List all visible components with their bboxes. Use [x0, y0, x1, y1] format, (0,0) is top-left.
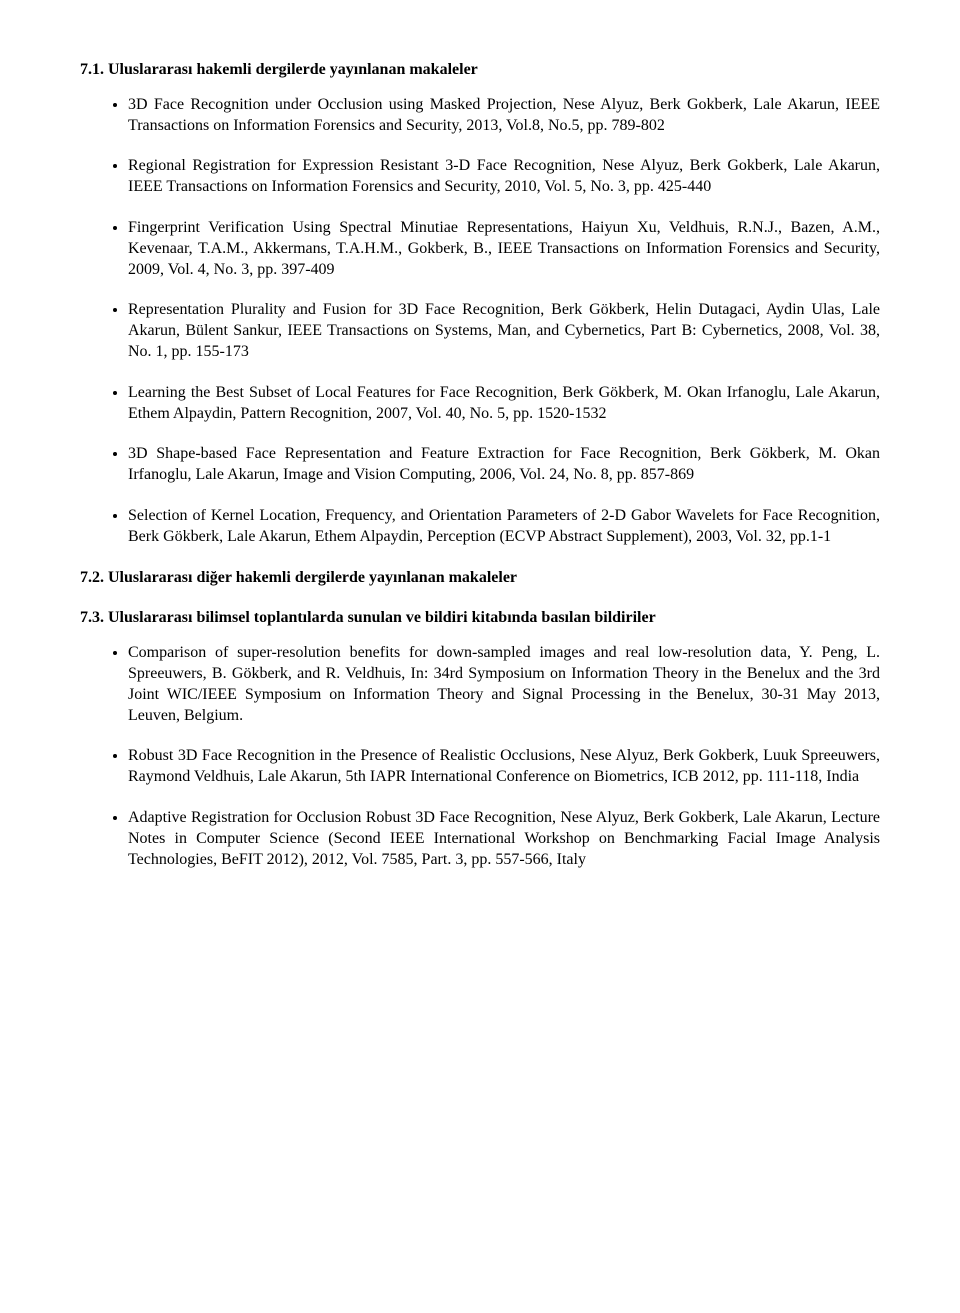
section-73-title: 7.3. Uluslararası bilimsel toplantılarda…: [80, 608, 880, 629]
section-71-title: 7.1. Uluslararası hakemli dergilerde yay…: [80, 60, 880, 81]
section-72-title: 7.2. Uluslararası diğer hakemli dergiler…: [80, 568, 880, 589]
list-item: Fingerprint Verification Using Spectral …: [128, 218, 880, 280]
list-item: Learning the Best Subset of Local Featur…: [128, 383, 880, 425]
list-item: Selection of Kernel Location, Frequency,…: [128, 506, 880, 548]
list-item: 3D Shape-based Face Representation and F…: [128, 444, 880, 486]
section-71-list: 3D Face Recognition under Occlusion usin…: [80, 95, 880, 548]
list-item: Comparison of super-resolution benefits …: [128, 643, 880, 726]
section-73-list: Comparison of super-resolution benefits …: [80, 643, 880, 870]
list-item: Regional Registration for Expression Res…: [128, 156, 880, 198]
list-item: Robust 3D Face Recognition in the Presen…: [128, 746, 880, 788]
list-item: Adaptive Registration for Occlusion Robu…: [128, 808, 880, 870]
list-item: 3D Face Recognition under Occlusion usin…: [128, 95, 880, 137]
list-item: Representation Plurality and Fusion for …: [128, 300, 880, 362]
